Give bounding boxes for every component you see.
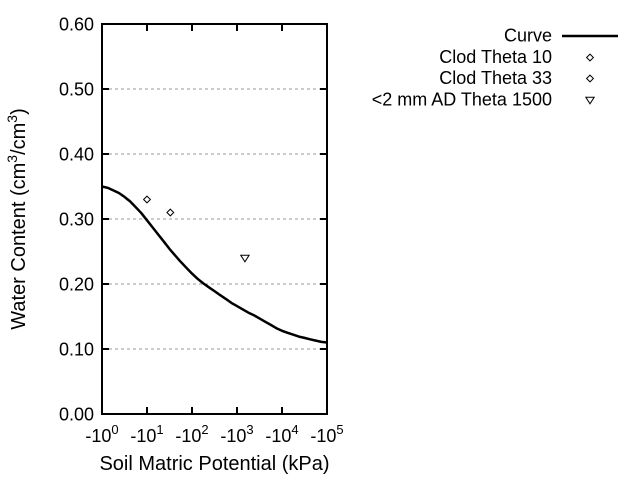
y-tick-label: 0.20 [59, 275, 94, 295]
y-tick-label: 0.00 [59, 405, 94, 425]
x-tick-label: -104 [265, 422, 298, 446]
legend-marker-diamond [585, 53, 595, 62]
legend-label: Clod Theta 33 [439, 68, 552, 88]
x-axis-title: Soil Matric Potential (kPa) [99, 453, 329, 475]
x-tick-label: -100 [85, 422, 118, 446]
legend-label: Clod Theta 10 [439, 47, 552, 67]
legend-label: <2 mm AD Theta 1500 [372, 90, 552, 110]
x-tick-label: -103 [220, 422, 253, 446]
y-tick-label: 0.40 [59, 145, 94, 165]
data-point-2-mm-ad-theta-1500 [239, 254, 251, 263]
x-tick-label: -102 [175, 422, 208, 446]
y-tick-label: 0.10 [59, 340, 94, 360]
y-axis-title: Water Content (cm3/cm3) [4, 108, 30, 330]
y-tick-label: 0.50 [59, 80, 94, 100]
x-tick-label: -105 [310, 422, 343, 446]
data-point-clod-theta-33 [166, 208, 175, 217]
series-curve [101, 185, 328, 344]
data-point-clod-theta-10 [142, 195, 152, 204]
y-tick-label: 0.60 [59, 15, 94, 35]
legend-label: Curve [504, 26, 552, 46]
legend-marker-triangle-down [584, 96, 596, 105]
y-tick-label: 0.30 [59, 210, 94, 230]
legend-marker-diamond [585, 74, 595, 83]
x-tick-label: -101 [130, 422, 163, 446]
